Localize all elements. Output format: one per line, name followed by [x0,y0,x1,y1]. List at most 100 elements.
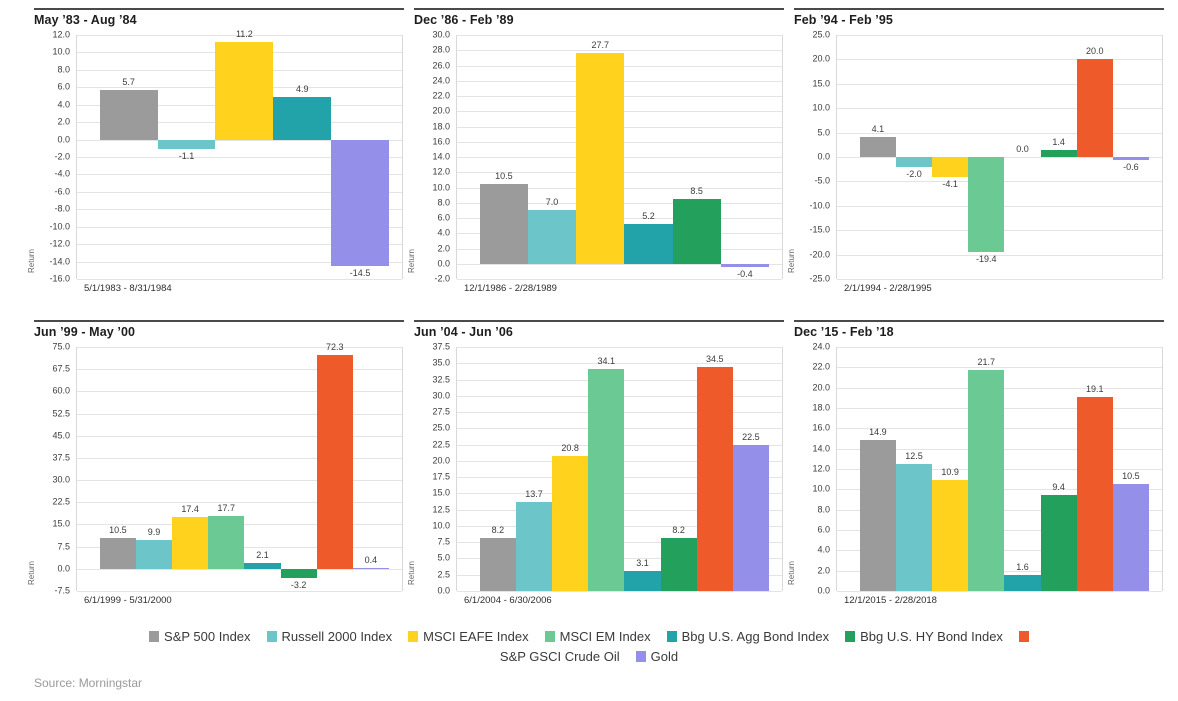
bar-russell-2000-index [895,157,933,167]
bar-s-p-500-index [99,89,158,140]
y-tick-label: 10.0 [432,182,450,192]
bar-msci-eafe-index [172,517,209,569]
gridline [457,263,782,265]
gridline [77,347,402,348]
panel-top-rule [414,320,784,322]
y-tick-label: 18.0 [432,121,450,131]
bar-value-label: 14.9 [869,426,887,437]
y-tick-label: 4.0 [57,99,70,110]
y-tick-label: 2.0 [57,116,70,127]
y-tick-label: 20.0 [432,105,450,116]
y-tick-label: 2.0 [437,243,450,253]
y-tick-label: -12.0 [49,238,70,249]
gridline [77,191,402,193]
bar-msci-eafe-index [576,52,625,264]
y-tick-label: 24.0 [432,75,450,86]
panel-top-rule [414,8,784,10]
legend-item-russell2000: Russell 2000 Index [266,629,392,644]
plot-area: 10.5 9.9 17.4 17.7 2.1 -3.2 72.3 0.4 [76,343,403,592]
bar-msci-eafe-index [932,157,969,177]
bar-value-label: -0.6 [1123,161,1139,172]
gridline [837,108,1162,110]
gridline [77,157,402,158]
y-tick-label: 17.5 [432,471,450,482]
panel-title: Dec ’15 - Feb ’18 [794,325,894,339]
y-tick-label: 18.0 [812,402,830,413]
y-tick-label: -10.0 [809,200,830,211]
bar-value-label: 72.3 [326,342,344,352]
legend: S&P 500 Index Russell 2000 Index MSCI EA… [0,626,1178,666]
bar-s-p-gsci-crude-oil [1076,59,1113,157]
bar-value-label: -19.4 [976,253,997,264]
legend-label: Bbg U.S. Agg Bond Index [681,628,830,644]
y-tick-label: 0.0 [817,585,830,596]
gridline [77,480,402,482]
bar-bbg-u-s-agg-bond-index [624,570,661,591]
panel-date-range: 12/1/2015 - 2/28/2018 [844,595,937,606]
y-tick-label: 15.0 [52,518,70,529]
legend-label: S&P 500 Index [164,628,251,644]
y-tick-label: -7.5 [54,585,70,596]
y-tick-label: 32.5 [432,374,450,385]
bar-bbg-u-s-agg-bond-index [273,96,332,140]
bar-value-label: 34.1 [597,356,616,367]
bar-value-label: -2.0 [906,168,922,179]
y-tick-label: -25.0 [809,273,830,284]
legend-swatch-msci-eafe-icon [408,630,419,642]
y-tick-label: 12.0 [812,463,830,474]
bar-russell-2000-index [527,210,577,264]
bar-value-label: 3.1 [636,557,649,568]
panel-date-range: 6/1/2004 - 6/30/2006 [464,595,552,606]
y-tick-label: 5.0 [817,127,830,138]
panel-top-rule [34,320,404,322]
bar-s-p-500-index [479,537,516,591]
bar-value-label: 17.4 [181,504,199,515]
y-tick-label: 25.0 [432,422,450,433]
y-tick-label: 12.0 [432,166,450,177]
bar-s-p-500-index [99,537,136,569]
bar-value-label: -0.4 [737,268,753,279]
gridline [457,279,782,280]
bar-bbg-u-s-hy-bond-index [660,537,697,591]
bar-bbg-u-s-hy-bond-index [1040,495,1077,591]
plot: 4.1 -2.0 -4.1 -19.4 0.0 1.4 20.0 -0.6 Return 25… [787,30,1164,283]
bar-value-label: 20.0 [1086,46,1104,57]
y-tick-label: 10.0 [812,483,830,494]
y-tick-label: 4.0 [437,227,450,238]
gridline [77,35,402,36]
y-tick-label: 30.0 [52,474,70,485]
gridline [457,35,782,36]
y-tick-label: 14.0 [812,443,830,454]
panel-title: May ’83 - Aug ’84 [34,13,137,27]
panel-date-range: 2/1/1994 - 2/28/1995 [844,283,932,294]
plot-area: 10.5 7.0 27.7 5.2 8.5 -0.4 [456,35,783,280]
legend-swatch-sp500-icon [149,630,160,642]
chart-panel-jun99-may00: Jun ’99 - May ’00 10.5 9.9 17.4 17.7 2.1 -3.2… [27,320,404,620]
legend-label-crude-oil: S&P GSCI Crude Oil [499,648,620,664]
y-tick-label: -10.0 [49,221,70,232]
y-tick-label: -2.0 [434,273,450,284]
bar-value-label: -3.2 [290,580,307,591]
y-tick-label: 16.0 [812,422,830,433]
bar-value-label: -14.5 [349,267,371,278]
panel-top-rule [794,8,1164,10]
bar-value-label: 27.7 [591,39,610,50]
bar-value-label: 10.9 [941,467,959,478]
bar-value-label: 0.0 [1016,144,1029,154]
y-tick-label: -8.0 [54,203,70,214]
source-note: Source: Morningstar [34,676,143,690]
legend-item-agg-bond: Bbg U.S. Agg Bond Index [666,628,830,644]
y-tick-label: -20.0 [809,249,830,260]
bar-russell-2000-index [135,539,173,569]
gridline [77,279,402,280]
bar-s-p-500-index [479,183,528,264]
plot-area: 8.2 13.7 20.8 34.1 3.1 8.2 34.5 22.5 [456,347,783,592]
bar-russell-2000-index [515,501,553,591]
bar-gold [1112,484,1149,591]
gridline [837,59,1162,61]
legend-swatch-agg-bond-icon [666,630,677,642]
gridline [837,347,1162,348]
y-tick-label: 10.0 [432,520,450,531]
bar-value-label: -4.1 [942,179,958,189]
gridline [77,174,402,176]
